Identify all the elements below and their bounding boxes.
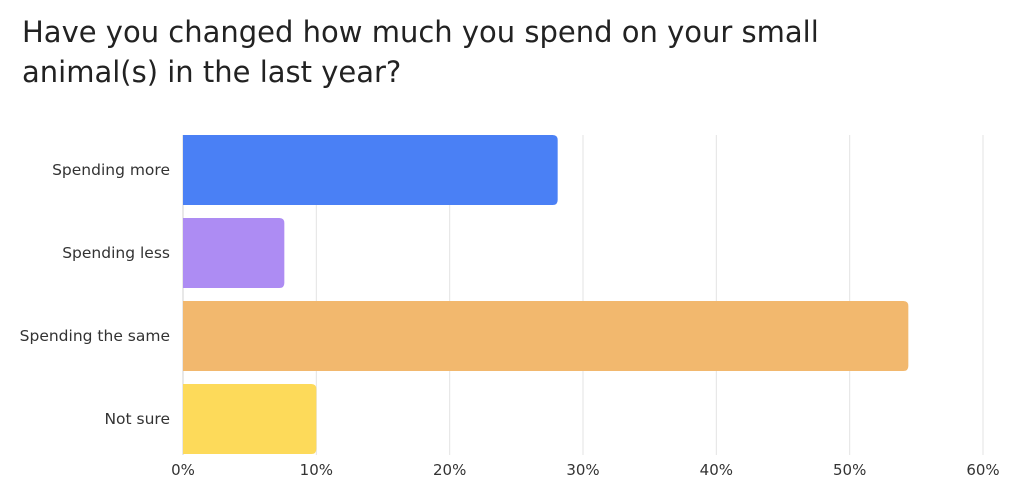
x-tick-label: 30% [566, 461, 599, 479]
x-tick-label: 60% [966, 461, 999, 479]
category-labels: Spending more Spending less Spending the s… [20, 161, 170, 428]
x-tick-label: 20% [433, 461, 466, 479]
category-label: Spending the same [20, 327, 170, 345]
category-label: Not sure [104, 410, 170, 428]
x-tick-label: 10% [300, 461, 333, 479]
x-tick-label: 0% [171, 461, 195, 479]
category-label: Spending less [62, 244, 170, 262]
bar-spending-less [183, 218, 285, 288]
x-tick-label: 50% [833, 461, 866, 479]
bar-spending-more [183, 135, 558, 205]
category-label: Spending more [52, 161, 170, 179]
x-tick-label: 40% [700, 461, 733, 479]
chart-title: Have you changed how much you spend on y… [22, 15, 819, 89]
bar-not-sure [183, 384, 317, 454]
bars [183, 135, 909, 454]
bar-spending-the-same [183, 301, 909, 371]
x-axis-tick-labels: 0% 10% 20% 30% 40% 50% 60% [171, 461, 1000, 479]
